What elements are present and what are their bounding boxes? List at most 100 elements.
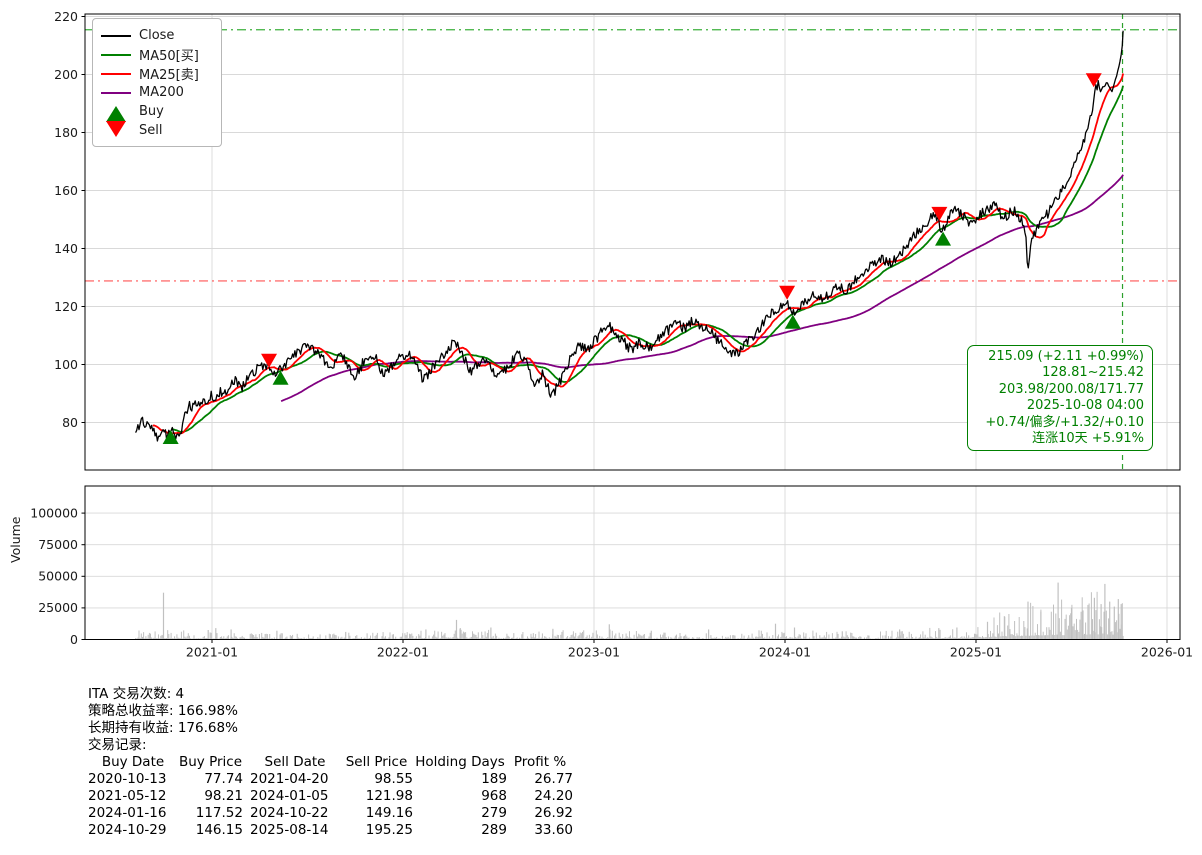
- price-info-box: 215.09 (+2.11 +0.99%) 128.81~215.42 203.…: [967, 345, 1153, 452]
- sell-marker: [261, 353, 278, 368]
- grid-lines: [85, 14, 1180, 640]
- legend-label-ma25: MA25[卖]: [139, 68, 199, 83]
- trade-cell: 33.60: [534, 822, 573, 838]
- buy-marker: [162, 430, 179, 445]
- trade-row: 2021-05-12 98.21 2024-01-05 121.98 968 24.20: [88, 788, 573, 805]
- info-price-range: 128.81~215.42: [1042, 365, 1144, 381]
- summary-hold-return: 长期持有收益: 176.68%: [88, 720, 238, 736]
- trade-cell: 121.98: [365, 788, 413, 804]
- volume-tick-label: 0: [70, 632, 78, 647]
- trade-cell: 26.92: [534, 805, 573, 821]
- trade-cell: 98.55: [374, 771, 413, 787]
- trade-row: 2024-10-29 146.15 2025-08-14 195.25 289 33.60: [88, 822, 573, 839]
- legend-item-buy: Buy: [101, 102, 213, 122]
- trade-table-body: 2020-10-13 77.74 2021-04-20 98.55 189 26.77 20…: [88, 771, 573, 839]
- ma25-line-swatch: [101, 72, 131, 75]
- ma200-line-swatch: [101, 91, 131, 94]
- price-panel-border: [84, 13, 1181, 471]
- trade-cell: 968: [481, 788, 507, 804]
- trade-cell: 24.20: [534, 788, 573, 804]
- volume-axis-label: Volume: [8, 516, 23, 564]
- legend-item-sell: Sell: [101, 120, 213, 140]
- price-tick-label: 180: [54, 125, 78, 140]
- sell-marker: [1085, 73, 1102, 88]
- trade-cell: 289: [481, 822, 507, 838]
- info-last-price: 215.09 (+2.11 +0.99%): [988, 349, 1144, 364]
- trade-cell: 98.21: [204, 788, 243, 804]
- volume-panel-border: [84, 485, 1181, 640]
- trade-col-header: Sell Price: [345, 754, 408, 770]
- legend-label-sell: Sell: [139, 123, 163, 138]
- date-tick-label: 2025-01: [950, 645, 1002, 660]
- price-tick-label: 160: [54, 183, 78, 198]
- trade-table-header: Buy Date Buy Price Sell Date Sell Price Hold…: [88, 754, 573, 771]
- trade-cell: 2024-01-16: [88, 805, 167, 821]
- date-tick-label: 2021-01: [186, 645, 238, 660]
- ma50-line-swatch: [101, 53, 131, 56]
- info-ma-values: 203.98/200.08/171.77: [998, 381, 1144, 397]
- price-tick-label: 220: [54, 9, 78, 24]
- info-streak: 连涨10天 +5.91%: [1032, 431, 1144, 447]
- sell-triangle-icon: [101, 120, 131, 137]
- date-tick-label: 2022-01: [377, 645, 429, 660]
- date-tick-label: 2026-01: [1141, 645, 1193, 660]
- trade-cell: 279: [481, 805, 507, 821]
- buy-marker: [935, 231, 952, 246]
- trade-cell: 2024-10-22: [250, 805, 329, 821]
- summary-records-label: 交易记录:: [88, 737, 147, 753]
- trade-cell: 189: [481, 771, 507, 787]
- trade-cell: 2025-08-14: [250, 822, 329, 838]
- legend-label-close: Close: [139, 28, 175, 43]
- close-line: [135, 30, 1124, 442]
- legend-label-ma200: MA200: [139, 85, 184, 100]
- volume-bars: [135, 582, 1124, 640]
- trade-markers: [162, 73, 1102, 445]
- strategy-summary: ITA 交易次数: 4 策略总收益率: 166.98% 长期持有收益: 176.…: [88, 686, 573, 839]
- trade-col-header: Holding Days: [415, 754, 505, 770]
- legend-item-close: Close: [101, 26, 213, 45]
- info-timestamp: 2025-10-08 04:00: [1026, 398, 1144, 414]
- sell-marker: [931, 206, 948, 221]
- buy-marker: [272, 370, 289, 385]
- trade-col-header: Buy Price: [178, 754, 243, 770]
- trade-cell: 2024-10-29: [88, 822, 167, 838]
- info-momentum: +0.74/偏多/+1.32/+0.10: [985, 414, 1144, 430]
- trade-cell: 195.25: [365, 822, 413, 838]
- price-tick-label: 140: [54, 241, 78, 256]
- close-line-swatch: [101, 34, 131, 37]
- trade-cell: 26.77: [534, 771, 573, 787]
- price-tick-label: 100: [54, 357, 78, 372]
- volume-tick-label: 25000: [38, 600, 78, 615]
- legend-label-ma50: MA50[买]: [139, 49, 199, 64]
- buy-marker: [784, 314, 801, 329]
- trade-row: 2020-10-13 77.74 2021-04-20 98.55 189 26.77: [88, 771, 573, 788]
- axis-ticks: 220 200 180 160 140 120 100 80 100000 75000 50000 2…: [30, 9, 1193, 660]
- trade-col-header: Buy Date: [101, 754, 165, 770]
- buy-triangle-icon: [101, 105, 131, 122]
- price-tick-label: 200: [54, 67, 78, 82]
- summary-trade-count: ITA 交易次数: 4: [88, 686, 185, 702]
- trade-cell: 77.74: [204, 771, 243, 787]
- trade-cell: 2024-01-05: [250, 788, 329, 804]
- volume-tick-label: 100000: [30, 505, 78, 520]
- price-tick-label: 120: [54, 299, 78, 314]
- trade-cell: 149.16: [365, 805, 413, 821]
- volume-tick-label: 75000: [38, 537, 78, 552]
- trade-col-header: Sell Date: [264, 754, 326, 770]
- sell-marker: [779, 285, 796, 300]
- legend-item-ma25: MA25[卖]: [101, 64, 213, 83]
- legend-item-ma50: MA50[买]: [101, 45, 213, 64]
- volume-tick-label: 50000: [38, 569, 78, 584]
- trade-cell: 117.52: [195, 805, 243, 821]
- legend-label-buy: Buy: [139, 104, 164, 119]
- legend-item-ma200: MA200: [101, 83, 213, 102]
- date-tick-label: 2024-01: [759, 645, 811, 660]
- date-tick-label: 2023-01: [568, 645, 620, 660]
- trade-row: 2024-01-16 117.52 2024-10-22 149.16 279 26.92: [88, 805, 573, 822]
- price-tick-label: 80: [62, 415, 78, 430]
- chart-legend: Close MA50[买] MA25[卖] MA200 Buy Sell: [92, 18, 222, 147]
- trade-col-header: Profit %: [513, 754, 567, 770]
- trade-cell: 2020-10-13: [88, 771, 167, 787]
